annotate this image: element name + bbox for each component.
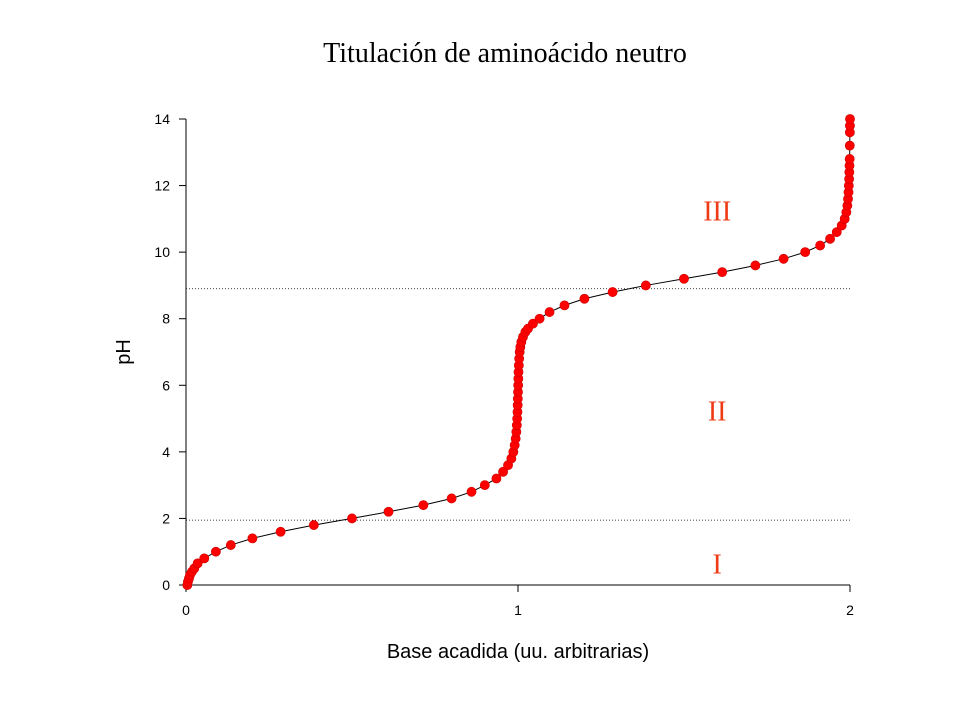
- region-label: II: [708, 396, 727, 427]
- region-label: III: [703, 197, 731, 228]
- region-label: I: [713, 549, 722, 580]
- data-point: [831, 227, 842, 238]
- data-point: [418, 500, 429, 511]
- data-point: [845, 114, 855, 124]
- data-point: [800, 247, 811, 258]
- data-point: [534, 313, 545, 324]
- data-point: [466, 486, 477, 497]
- data-point: [247, 533, 258, 544]
- data-point: [778, 253, 789, 264]
- x-tick-label: 0: [182, 602, 190, 618]
- x-tick-label: 2: [846, 602, 854, 618]
- y-tick-label: 8: [162, 311, 170, 327]
- data-point: [825, 233, 835, 244]
- data-point: [383, 506, 394, 517]
- data-point: [275, 526, 286, 537]
- data-point: [750, 260, 761, 271]
- data-point: [225, 540, 236, 550]
- y-tick-label: 12: [154, 178, 170, 194]
- data-point: [844, 140, 855, 151]
- y-axis-label: pH: [113, 339, 135, 365]
- data-point: [446, 493, 457, 504]
- data-point: [308, 520, 319, 530]
- data-point: [559, 300, 570, 311]
- data-point: [210, 546, 221, 557]
- x-tick-label: 1: [514, 602, 522, 618]
- y-tick-label: 4: [162, 444, 170, 460]
- data-point: [491, 473, 502, 484]
- data-point: [498, 466, 508, 477]
- y-tick-label: 2: [162, 510, 170, 526]
- data-point: [479, 480, 490, 491]
- data-point: [717, 267, 728, 278]
- data-point: [844, 154, 855, 164]
- data-point: [679, 273, 689, 284]
- y-tick-label: 10: [154, 244, 170, 260]
- data-point: [528, 318, 538, 329]
- y-tick-label: 0: [162, 577, 170, 593]
- data-point: [640, 280, 651, 291]
- data-point: [815, 240, 826, 251]
- y-tick-label: 14: [154, 111, 170, 127]
- data-point: [607, 287, 618, 297]
- data-point: [579, 293, 590, 304]
- data-point: [544, 307, 555, 317]
- data-point: [199, 553, 210, 564]
- data-point: [347, 513, 357, 524]
- data-point: [192, 558, 203, 569]
- x-axis-label: Base acadida (uu. arbitrarias): [387, 641, 649, 663]
- chart-title: Titulación de aminoácido neutro: [323, 38, 687, 69]
- y-tick-label: 6: [162, 377, 170, 393]
